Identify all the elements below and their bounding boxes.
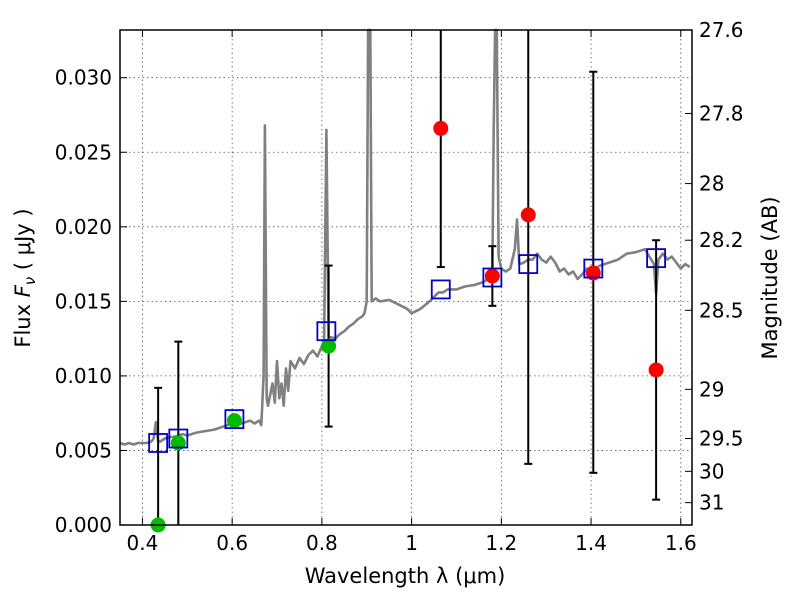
grid: [120, 30, 692, 525]
y-tick-label: 0.010: [55, 364, 112, 388]
y-axis-title-suffix: ( μJy ): [11, 208, 35, 276]
y2-tick-label: 29.5: [699, 427, 744, 451]
spectrum-series: [119, 28, 691, 446]
x-tick-label: 1: [405, 531, 418, 555]
x-tick-label: 1.4: [575, 531, 607, 555]
y-tick-label: 0.030: [55, 66, 112, 90]
blue-square-marker: [430, 279, 451, 300]
y-axis-title: Flux Fν ( μJy ): [11, 208, 39, 347]
y-axis-title-subscript: ν: [21, 277, 39, 285]
blue-square-marker: [482, 267, 503, 288]
y2-tick-label: 30: [699, 459, 724, 483]
y-axis-title-prefix: Flux: [11, 297, 35, 347]
axis-ticks: 0.4 0.6 0.8 1 1.2 1.4 1.6 0.000 0.005 0.010 0.015 0…: [55, 18, 744, 555]
y2-tick-label: 28.2: [699, 228, 744, 252]
red-circle-marker: [484, 268, 500, 284]
y2-tick-label: 27.8: [699, 101, 744, 125]
green-circle-marker: [321, 338, 337, 354]
spectrum-line: [119, 28, 691, 446]
blue-square-marker: [148, 433, 169, 453]
y-tick-label: 0.020: [55, 215, 112, 239]
y-tick-label: 0.005: [55, 438, 112, 462]
blue-square-marker: [168, 428, 189, 449]
x-tick-label: 0.8: [306, 531, 338, 555]
y-tick-label: 0.000: [55, 513, 112, 537]
red-circle-marker: [433, 120, 449, 136]
red-circle-marker: [648, 362, 664, 378]
blue-square-marker: [316, 321, 337, 342]
x-tick-label: 0.4: [127, 531, 159, 555]
y2-tick-label: 28: [699, 172, 724, 196]
y2-axis-title: Magnitude (AB): [758, 196, 782, 359]
y-tick-label: 0.015: [55, 289, 112, 313]
green-circle-marker: [226, 413, 242, 429]
plot-frame: [119, 29, 693, 526]
y2-tick-label: 27.6: [699, 18, 744, 42]
y2-tick-label: 29: [699, 377, 724, 401]
y2-tick-label: 28.5: [699, 298, 744, 322]
red-circle-marker: [520, 207, 536, 223]
x-tick-label: 0.6: [216, 531, 248, 555]
blue-square-marker: [583, 258, 604, 279]
blue-square-marker: [646, 248, 667, 269]
y2-tick-label: 31: [699, 491, 724, 515]
x-axis-title: Wavelength λ (μm): [305, 564, 506, 588]
y-axis-title-symbol: F: [11, 284, 35, 297]
x-tick-label: 1.2: [485, 531, 517, 555]
markers: [148, 120, 667, 533]
blue-square-marker: [518, 254, 539, 274]
blue-square-marker: [224, 409, 245, 430]
x-tick-label: 1.6: [665, 531, 697, 555]
y-tick-label: 0.025: [55, 140, 112, 164]
